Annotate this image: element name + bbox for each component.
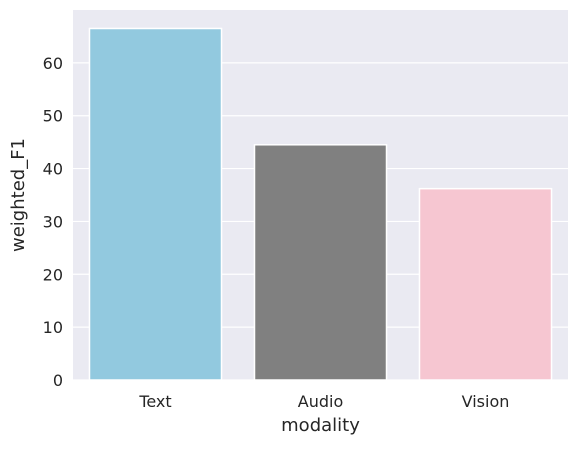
- bar-audio: [253, 144, 388, 381]
- y-tick-label: 60: [43, 54, 63, 73]
- x-tick-label: Vision: [462, 392, 510, 411]
- y-tick-label: 10: [43, 318, 63, 337]
- y-tick-label: 20: [43, 265, 63, 284]
- x-tick-labels: Text Audio Vision: [138, 392, 509, 411]
- y-axis-label: weighted_F1: [8, 138, 29, 252]
- y-tick-label: 50: [43, 107, 63, 126]
- y-tick-label: 40: [43, 160, 63, 179]
- y-tick-label: 30: [43, 212, 63, 231]
- x-axis-label: modality: [281, 415, 360, 436]
- bar-text: [88, 27, 223, 381]
- y-tick-label: 0: [53, 371, 63, 390]
- bar-vision: [418, 187, 553, 381]
- y-tick-labels: 0 10 20 30 40 50 60: [43, 54, 63, 390]
- bars: [88, 27, 553, 381]
- x-tick-label: Audio: [298, 392, 343, 411]
- x-tick-label: Text: [138, 392, 171, 411]
